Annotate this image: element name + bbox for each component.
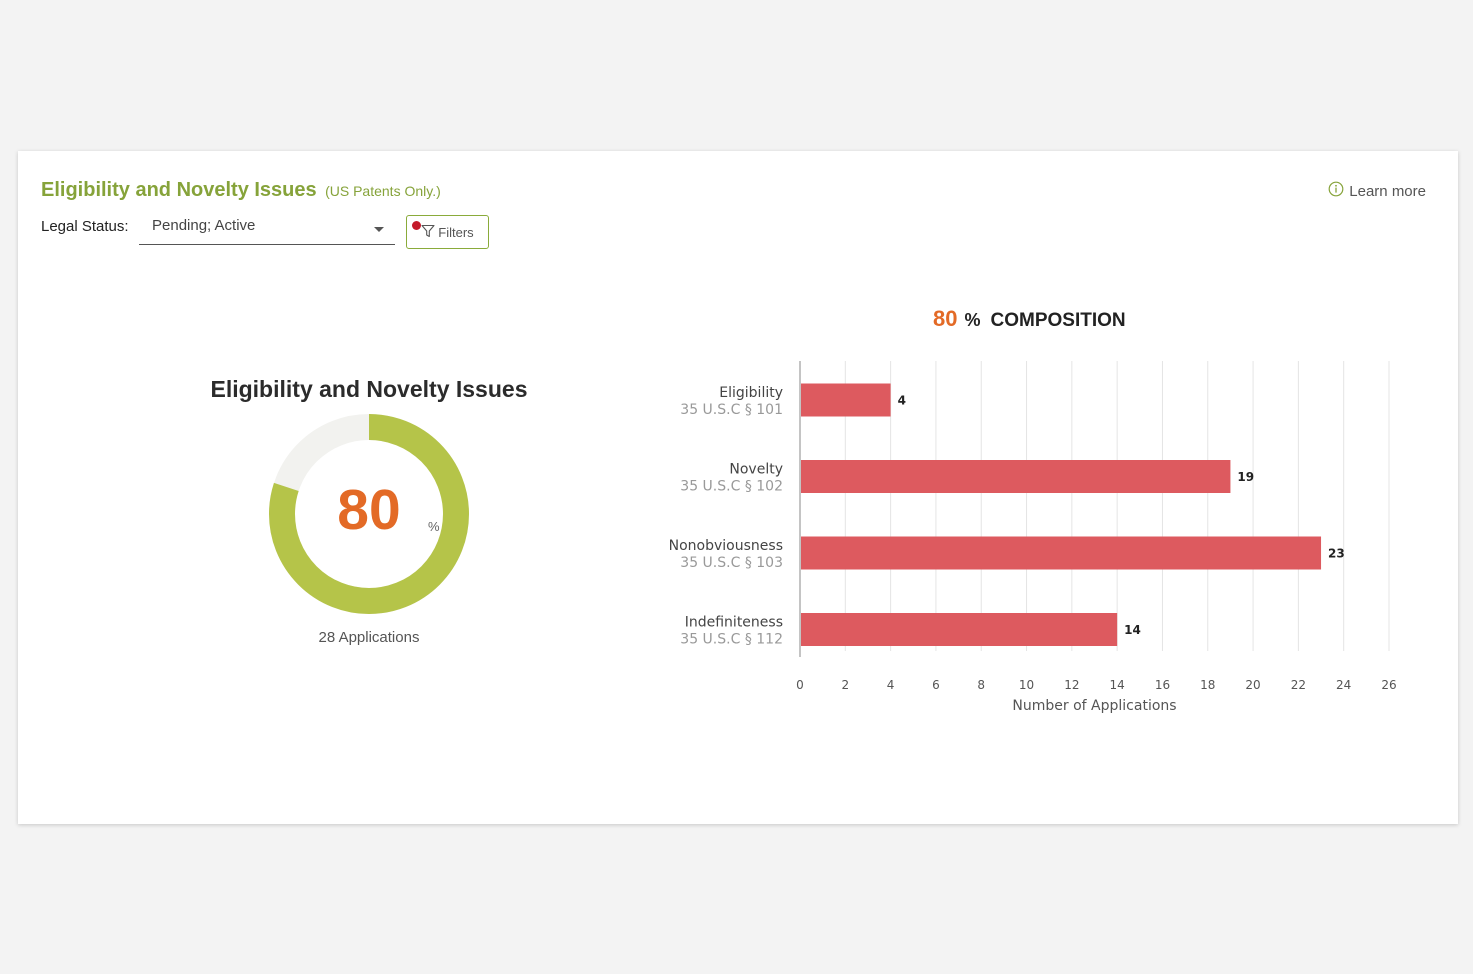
donut-chart: [269, 414, 469, 614]
caret-down-icon: [373, 221, 385, 239]
donut-arc: [269, 414, 469, 614]
bar-value-label: 23: [1328, 547, 1345, 561]
bar: [801, 460, 1231, 493]
donut-title: Eligibility and Novelty Issues: [210, 376, 528, 402]
x-tick-label: 26: [1381, 678, 1396, 692]
composition-label: COMPOSITION: [990, 310, 1126, 331]
eligibility-novelty-card: Eligibility and Novelty Issues (US Paten…: [18, 151, 1458, 824]
x-tick-label: 18: [1200, 678, 1215, 692]
category-label: Nonobviousness: [669, 538, 783, 554]
x-tick-label: 8: [977, 678, 985, 692]
learn-more-link[interactable]: Learn more: [1328, 181, 1426, 201]
x-tick-label: 14: [1110, 678, 1125, 692]
x-tick-label: 6: [932, 678, 940, 692]
learn-more-label: Learn more: [1349, 182, 1426, 200]
category-sublabel: 35 U.S.C § 101: [680, 402, 783, 418]
donut-applications-count: 28 Applications: [318, 629, 420, 646]
card-header: Eligibility and Novelty Issues (US Paten…: [41, 179, 441, 202]
filters-button-label: Filters: [438, 224, 474, 240]
legal-status-label: Legal Status:: [41, 218, 129, 235]
x-tick-label: 22: [1291, 678, 1306, 692]
x-tick-label: 20: [1245, 678, 1260, 692]
x-tick-label: 12: [1064, 678, 1079, 692]
legal-status-select[interactable]: Pending; Active: [139, 209, 395, 245]
bar-value-label: 4: [898, 394, 906, 408]
category-sublabel: 35 U.S.C § 112: [680, 632, 783, 648]
bar: [801, 613, 1118, 646]
x-tick-label: 0: [796, 678, 804, 692]
category-sublabel: 35 U.S.C § 102: [680, 479, 783, 495]
composition-title: 80 % COMPOSITION: [933, 306, 1126, 332]
active-filter-dot: [412, 221, 421, 230]
funnel-icon: [421, 224, 435, 241]
x-tick-label: 4: [887, 678, 895, 692]
donut-value: 80: [337, 478, 401, 542]
filters-button[interactable]: Filters: [406, 215, 489, 249]
info-icon: [1328, 181, 1344, 201]
donut-percent-symbol: %: [428, 519, 440, 534]
x-tick-label: 16: [1155, 678, 1170, 692]
x-axis-title: Number of Applications: [1012, 698, 1176, 714]
bar: [801, 536, 1322, 570]
bar-value-label: 14: [1124, 623, 1141, 637]
x-tick-label: 10: [1019, 678, 1034, 692]
composition-value: 80: [933, 306, 958, 331]
composition-percent-symbol: %: [964, 310, 981, 330]
card-subtitle: (US Patents Only.): [325, 183, 441, 199]
category-label: Indefiniteness: [685, 615, 783, 631]
x-tick-label: 24: [1336, 678, 1351, 692]
x-tick-label: 2: [841, 678, 849, 692]
bar: [801, 383, 891, 417]
category-label: Novelty: [729, 462, 783, 478]
legal-status-value: Pending; Active: [152, 217, 256, 234]
category-label: Eligibility: [719, 385, 783, 401]
card-title: Eligibility and Novelty Issues: [41, 179, 317, 201]
bar-value-label: 19: [1237, 470, 1254, 484]
category-sublabel: 35 U.S.C § 103: [680, 555, 783, 571]
